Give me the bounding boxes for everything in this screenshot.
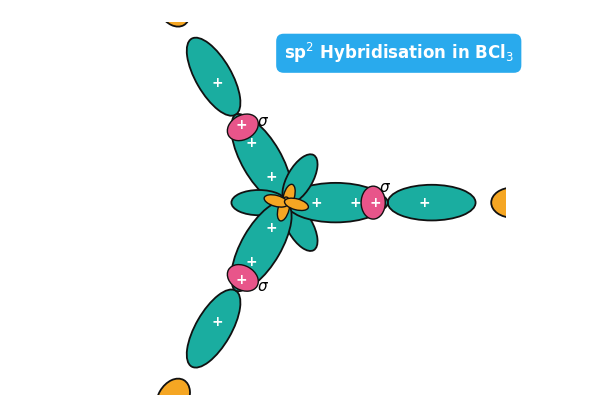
Ellipse shape	[156, 379, 190, 407]
Ellipse shape	[227, 114, 259, 141]
Text: σ: σ	[257, 279, 267, 294]
Text: −: −	[506, 194, 520, 212]
Text: +: +	[236, 118, 248, 132]
Text: +: +	[246, 136, 257, 150]
Text: +: +	[310, 196, 322, 210]
Ellipse shape	[283, 202, 317, 251]
Ellipse shape	[347, 192, 388, 213]
Text: +: +	[350, 196, 361, 210]
Ellipse shape	[277, 197, 290, 221]
Text: +: +	[370, 196, 381, 210]
Text: +: +	[211, 315, 223, 329]
Ellipse shape	[187, 289, 241, 368]
Ellipse shape	[491, 188, 534, 218]
Ellipse shape	[361, 186, 385, 219]
Text: −: −	[166, 0, 180, 15]
Ellipse shape	[232, 116, 292, 204]
Ellipse shape	[232, 201, 292, 289]
Ellipse shape	[284, 198, 308, 210]
Text: sp$^2$ Hybridisation in BCl$_3$: sp$^2$ Hybridisation in BCl$_3$	[284, 41, 514, 65]
Text: +: +	[266, 170, 277, 184]
Ellipse shape	[283, 154, 317, 204]
Ellipse shape	[232, 114, 260, 151]
Ellipse shape	[156, 0, 190, 26]
Ellipse shape	[283, 184, 295, 208]
Ellipse shape	[388, 185, 476, 221]
Text: +: +	[419, 196, 430, 210]
Ellipse shape	[227, 265, 259, 291]
Ellipse shape	[286, 183, 385, 222]
Ellipse shape	[232, 254, 260, 291]
Text: σ: σ	[257, 114, 267, 129]
Ellipse shape	[187, 38, 241, 116]
Text: +: +	[236, 273, 248, 287]
Text: σ: σ	[380, 180, 389, 195]
Text: +: +	[266, 221, 277, 235]
Ellipse shape	[232, 190, 286, 215]
Text: −: −	[166, 389, 180, 407]
Ellipse shape	[264, 195, 288, 207]
Text: +: +	[211, 76, 223, 90]
Text: +: +	[246, 256, 257, 269]
